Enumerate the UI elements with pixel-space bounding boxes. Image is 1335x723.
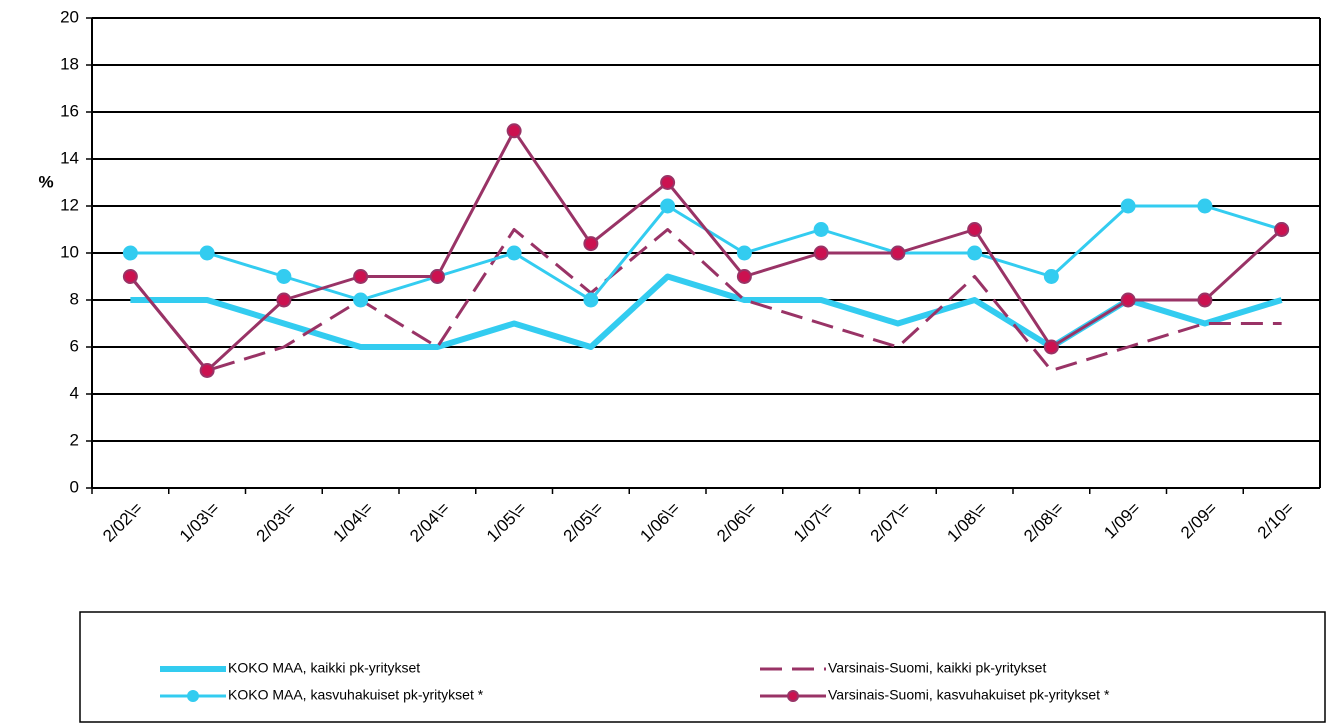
marker — [122, 245, 138, 261]
series-line — [129, 129, 1283, 372]
x-tick-label: 1/06\= — [636, 499, 683, 546]
legend-marker — [787, 690, 799, 702]
x-tick-label: 2/04\= — [406, 499, 453, 546]
y-tick-label: 18 — [60, 54, 79, 73]
marker — [122, 269, 138, 284]
marker — [353, 269, 369, 284]
y-tick-label: 4 — [70, 383, 79, 402]
x-tick-label: 1/05\= — [483, 499, 530, 546]
y-tick-label: 16 — [60, 101, 79, 120]
marker — [660, 198, 676, 214]
x-tick-label: 2/03\= — [253, 499, 300, 546]
x-tick-label: 2/02\= — [99, 499, 146, 546]
marker — [429, 269, 445, 284]
marker — [199, 245, 215, 261]
legend-label: KOKO MAA, kasvuhakuiset pk-yritykset * — [228, 687, 484, 703]
legend-label: KOKO MAA, kaikki pk-yritykset — [228, 660, 420, 676]
x-tick-label: 2/09= — [1177, 499, 1221, 543]
marker — [736, 269, 752, 284]
marker — [276, 269, 292, 284]
marker — [813, 222, 829, 237]
marker — [967, 222, 983, 237]
marker — [276, 292, 292, 308]
marker — [1197, 198, 1213, 214]
marker — [1043, 269, 1059, 284]
marker — [199, 363, 215, 378]
marker — [583, 236, 599, 252]
marker — [1197, 292, 1213, 308]
legend-label: Varsinais-Suomi, kasvuhakuiset pk-yrityk… — [828, 687, 1110, 703]
x-tick-label: 1/04\= — [329, 499, 376, 546]
x-tick-label: 2/07\= — [867, 499, 914, 546]
legend-marker — [187, 690, 199, 702]
x-tick-label: 1/08\= — [943, 499, 990, 546]
x-tick-label: 1/07\= — [790, 499, 837, 546]
marker — [813, 245, 829, 261]
marker — [1274, 222, 1290, 237]
x-tick-label: 1/03\= — [176, 499, 223, 546]
marker — [736, 245, 752, 261]
y-axis-label: % — [38, 172, 53, 191]
marker — [506, 123, 522, 139]
y-tick-label: 0 — [70, 477, 79, 496]
marker — [890, 245, 906, 261]
series-line — [129, 228, 1282, 372]
y-tick-label: 12 — [60, 195, 79, 214]
marker — [1120, 198, 1136, 214]
y-tick-label: 20 — [60, 7, 79, 26]
x-tick-label: 2/08\= — [1020, 499, 1067, 546]
legend-box — [79, 611, 1326, 723]
x-tick-label: 2/05\= — [560, 499, 607, 546]
marker — [506, 245, 522, 261]
y-tick-label: 2 — [70, 430, 79, 449]
x-tick-label: 2/06\= — [713, 499, 760, 546]
marker — [660, 175, 676, 190]
y-tick-label: 6 — [70, 336, 79, 355]
marker — [1043, 339, 1059, 355]
marker — [353, 292, 369, 308]
y-tick-label: 14 — [60, 148, 79, 167]
marker — [583, 292, 599, 308]
y-tick-label: 8 — [70, 289, 79, 308]
y-tick-label: 10 — [60, 242, 79, 261]
x-tick-label: 1/09= — [1100, 499, 1144, 543]
marker — [967, 245, 983, 261]
marker — [1120, 292, 1136, 308]
x-tick-label: 2/10= — [1254, 499, 1298, 543]
legend-label: Varsinais-Suomi, kaikki pk-yritykset — [828, 660, 1046, 676]
